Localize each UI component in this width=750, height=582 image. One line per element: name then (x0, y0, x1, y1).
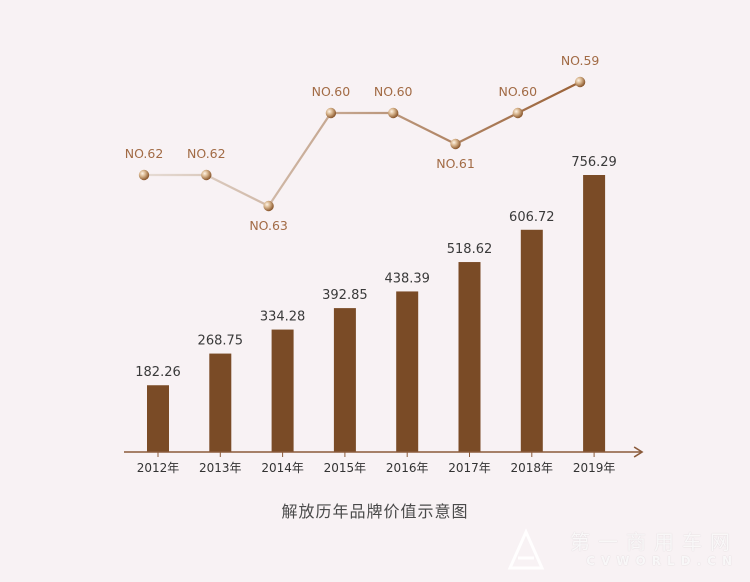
x-axis: 2012年 2013年 2014年 2015年 2016年 2017年 2018年 2019年 (124, 446, 644, 475)
rank-label-2: NO.63 (249, 218, 288, 233)
rank-point-1 (201, 169, 212, 181)
bar-3 (333, 308, 356, 452)
rank-label-3: NO.60 (312, 84, 351, 99)
rank-point-7 (574, 76, 586, 88)
rank-point-0 (138, 169, 150, 181)
chart-title: 解放历年品牌价值示意图 (281, 502, 469, 521)
bar-1 (209, 353, 232, 452)
rank-label-7: NO.59 (561, 53, 600, 68)
x-tick-label-7: 2019年 (573, 461, 616, 475)
rank-series-layer: NO.62 NO.62 NO.63 NO.60 NO.60 NO.61 NO.60 NO.59 (125, 53, 600, 233)
rank-label-4: NO.60 (374, 84, 413, 99)
bar-6 (520, 229, 543, 452)
bar-2 (271, 329, 294, 452)
x-tick-label-3: 2015年 (324, 461, 367, 475)
x-tick-label-6: 2018年 (511, 461, 554, 475)
x-tick-label-1: 2013年 (199, 461, 242, 475)
rank-label-0: NO.62 (125, 146, 164, 161)
rank-point-3 (325, 107, 337, 119)
bar-0 (147, 385, 169, 452)
x-tick-label-5: 2017年 (448, 461, 491, 475)
rank-line (144, 81, 581, 208)
x-tick-label-2: 2014年 (261, 461, 304, 475)
rank-label-5: NO.61 (436, 156, 475, 171)
bar-value-label-0: 182.26 (135, 365, 181, 380)
rank-point-4 (388, 107, 399, 119)
bar-value-label-4: 438.39 (384, 271, 430, 286)
bar-7 (583, 175, 606, 452)
bar-value-label-7: 756.29 (571, 155, 617, 170)
rank-point-5 (450, 138, 461, 150)
bar-series-layer: 182.26 268.75 334.28 392.85 438.39 518.62 606.… (135, 155, 617, 452)
rank-point-2 (263, 200, 274, 212)
rank-label-1: NO.62 (187, 146, 226, 161)
rank-point-6 (512, 107, 523, 119)
bar-4 (396, 291, 419, 452)
bar-5 (458, 262, 481, 452)
bar-value-label-6: 606.72 (509, 210, 555, 225)
bar-value-label-3: 392.85 (322, 288, 368, 303)
bar-value-label-5: 518.62 (447, 242, 493, 257)
rank-label-6: NO.60 (499, 84, 538, 99)
bar-value-label-2: 334.28 (260, 310, 306, 325)
x-tick-label-4: 2016年 (386, 461, 429, 475)
x-axis-arrow-icon (633, 446, 644, 458)
x-tick-label-0: 2012年 (137, 461, 180, 475)
bar-value-label-1: 268.75 (198, 334, 244, 349)
